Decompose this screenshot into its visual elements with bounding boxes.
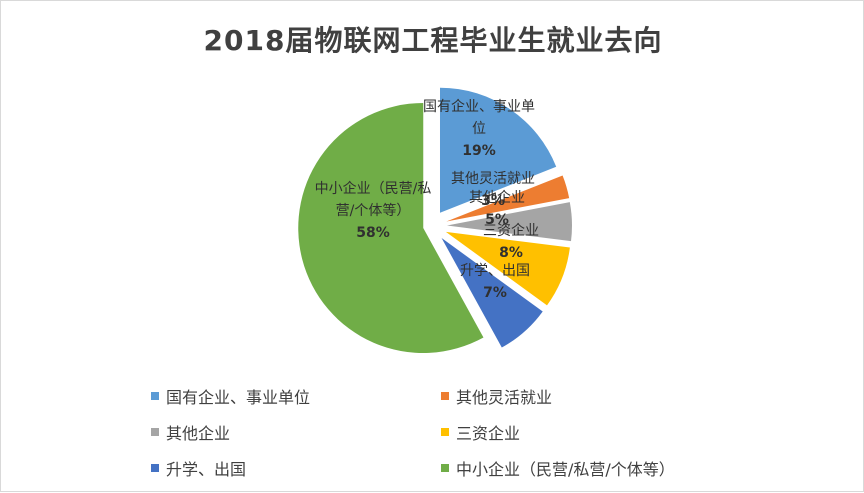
legend-label: 其他灵活就业 — [456, 388, 553, 407]
legend-swatch — [151, 392, 159, 400]
legend-label: 升学、出国 — [166, 460, 247, 479]
pie-slice — [441, 238, 543, 348]
chart-title: 2018届物联网工程毕业生就业去向 — [203, 24, 663, 57]
slice-percent-label: 5% — [485, 212, 509, 228]
legend-swatch — [441, 464, 449, 472]
slice-category-label: 其他企业 — [469, 189, 525, 206]
slice-percent-label: 19% — [462, 143, 496, 159]
legend-item: 中小企业（民营/私营/个体等） — [441, 456, 675, 480]
legend-swatch — [151, 428, 159, 436]
slice-percent-label: 7% — [483, 285, 507, 301]
slice-category-label: 位 — [472, 121, 486, 137]
pie-slice — [445, 231, 570, 306]
legend-swatch — [151, 464, 159, 472]
legend-item: 国有企业、事业单位 — [151, 384, 310, 408]
pie-slice — [446, 202, 572, 242]
pie-slice — [439, 87, 557, 213]
legend-item: 其他灵活就业 — [441, 384, 552, 408]
legend-item: 升学、出国 — [151, 456, 246, 480]
legend-label: 三资企业 — [456, 424, 521, 443]
slice-category-label: 国有企业、事业单 — [423, 98, 535, 115]
pie-slice — [446, 175, 570, 222]
slice-category-label: 三资企业 — [483, 222, 539, 239]
legend-label: 中小企业（民营/私营/个体等） — [456, 460, 675, 479]
slice-category-label: 升学、出国 — [460, 263, 530, 279]
pie-slice — [298, 102, 484, 353]
slice-category-label: 其他灵活就业 — [451, 171, 535, 187]
slice-category-label: 营/个体等） — [336, 202, 411, 219]
slice-percent-label: 3% — [481, 193, 505, 209]
legend-label: 其他企业 — [166, 424, 231, 443]
legend-item: 三资企业 — [441, 420, 520, 444]
slice-percent-label: 8% — [499, 245, 523, 261]
legend-item: 其他企业 — [151, 420, 230, 444]
legend-label: 国有企业、事业单位 — [166, 388, 311, 407]
slice-category-label: 中小企业（民营/私 — [315, 180, 432, 197]
legend-swatch — [441, 428, 449, 436]
legend-swatch — [441, 392, 449, 400]
slice-percent-label: 58% — [356, 225, 390, 241]
